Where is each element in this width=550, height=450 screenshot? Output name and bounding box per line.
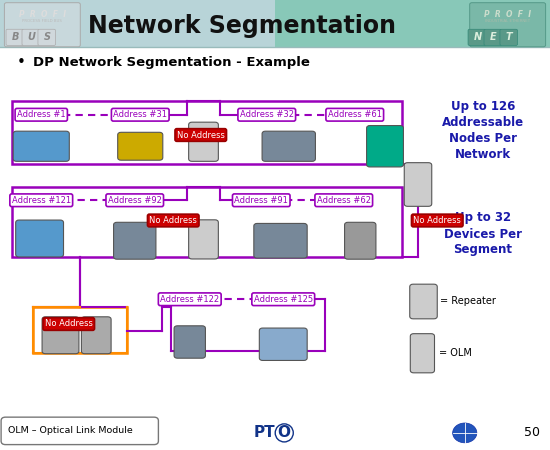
- FancyBboxPatch shape: [6, 29, 24, 45]
- Text: Address #32: Address #32: [240, 110, 294, 119]
- Bar: [275, 0, 550, 47]
- Text: Address #92: Address #92: [108, 196, 162, 205]
- Text: INDUSTRIAL ETHERNET: INDUSTRIAL ETHERNET: [485, 19, 530, 23]
- Text: P  R  O  F  I: P R O F I: [484, 10, 531, 19]
- FancyBboxPatch shape: [22, 29, 40, 45]
- Bar: [0, 0, 275, 47]
- Text: N: N: [474, 32, 481, 42]
- Text: 50: 50: [524, 427, 541, 439]
- Text: Up to 126
Addressable
Nodes Per
Network: Up to 126 Addressable Nodes Per Network: [442, 100, 524, 161]
- Text: = OLM: = OLM: [439, 348, 472, 358]
- Text: DP Network Segmentation - Example: DP Network Segmentation - Example: [33, 56, 310, 68]
- FancyBboxPatch shape: [410, 334, 435, 373]
- FancyBboxPatch shape: [118, 132, 163, 160]
- Text: B: B: [12, 32, 19, 42]
- Text: Address #62: Address #62: [317, 196, 371, 205]
- FancyBboxPatch shape: [404, 163, 432, 206]
- Text: S: S: [44, 32, 51, 42]
- FancyBboxPatch shape: [15, 220, 63, 257]
- Text: U: U: [28, 32, 35, 42]
- FancyBboxPatch shape: [81, 317, 111, 354]
- FancyBboxPatch shape: [189, 220, 218, 259]
- FancyBboxPatch shape: [13, 131, 69, 161]
- FancyBboxPatch shape: [470, 3, 546, 47]
- FancyBboxPatch shape: [262, 131, 316, 161]
- Circle shape: [453, 423, 477, 443]
- Text: Up to 32
Devices Per
Segment: Up to 32 Devices Per Segment: [444, 212, 522, 256]
- Text: T: T: [506, 32, 513, 42]
- FancyBboxPatch shape: [189, 122, 218, 161]
- Text: Address #122: Address #122: [160, 295, 219, 304]
- Text: P  R  O  F  I: P R O F I: [19, 10, 66, 19]
- FancyBboxPatch shape: [254, 224, 307, 258]
- FancyBboxPatch shape: [410, 284, 437, 319]
- Text: No Address: No Address: [177, 130, 225, 140]
- Text: OLM – Optical Link Module: OLM – Optical Link Module: [8, 426, 133, 435]
- Text: Address #91: Address #91: [234, 196, 288, 205]
- FancyBboxPatch shape: [38, 29, 56, 45]
- FancyBboxPatch shape: [4, 3, 80, 47]
- Text: Network Segmentation: Network Segmentation: [88, 14, 396, 38]
- Text: Address #31: Address #31: [113, 110, 167, 119]
- Text: No Address: No Address: [413, 216, 461, 225]
- Text: E: E: [490, 32, 497, 42]
- FancyBboxPatch shape: [260, 328, 307, 360]
- FancyBboxPatch shape: [174, 326, 205, 358]
- FancyBboxPatch shape: [42, 317, 79, 354]
- Text: No Address: No Address: [45, 320, 93, 328]
- Text: = Repeater: = Repeater: [440, 297, 496, 306]
- Text: Address #121: Address #121: [12, 196, 71, 205]
- FancyBboxPatch shape: [1, 417, 158, 445]
- FancyBboxPatch shape: [366, 126, 404, 167]
- FancyBboxPatch shape: [468, 29, 486, 45]
- Text: PT: PT: [254, 425, 275, 441]
- Text: Address #61: Address #61: [328, 110, 382, 119]
- Text: PROCESS FIELD BUS: PROCESS FIELD BUS: [23, 19, 62, 23]
- Text: No Address: No Address: [149, 216, 197, 225]
- Bar: [0, 47, 550, 450]
- FancyBboxPatch shape: [344, 222, 376, 259]
- Text: O: O: [278, 425, 291, 441]
- FancyBboxPatch shape: [500, 29, 518, 45]
- Text: •: •: [16, 54, 25, 70]
- Text: Address #1: Address #1: [17, 110, 65, 119]
- Text: Address #125: Address #125: [254, 295, 313, 304]
- FancyBboxPatch shape: [484, 29, 502, 45]
- FancyBboxPatch shape: [113, 222, 156, 259]
